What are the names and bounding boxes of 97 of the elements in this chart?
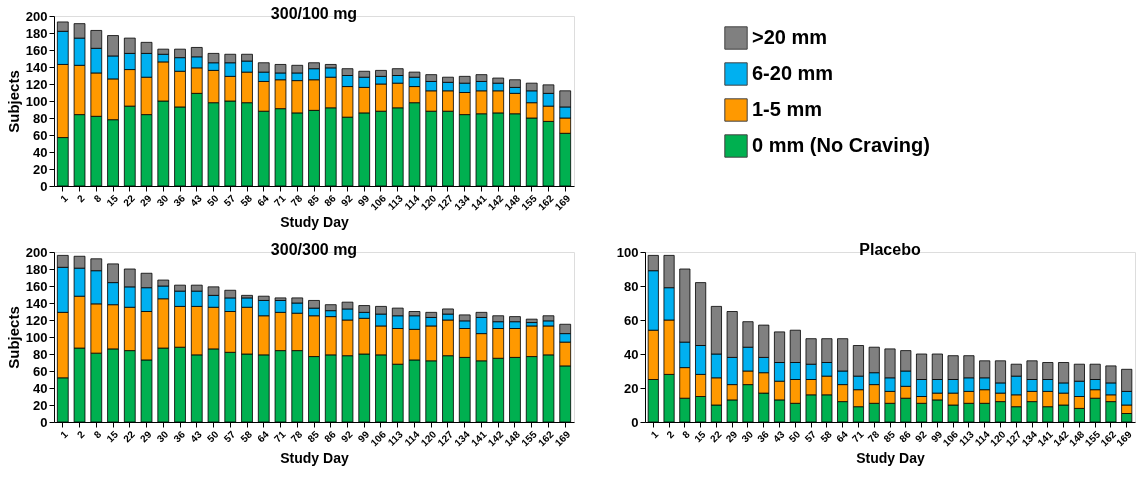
x-axis-title: Study Day bbox=[280, 450, 349, 467]
x-tick-label: 29 bbox=[137, 192, 154, 209]
x-tick-label: 71 bbox=[271, 428, 288, 445]
x-tick-label: 57 bbox=[221, 428, 238, 445]
x-tick-label: 2 bbox=[74, 192, 87, 205]
x-tick-label: 64 bbox=[255, 428, 272, 445]
x-tick-label: 22 bbox=[121, 192, 138, 209]
x-tick-label: 1 bbox=[58, 428, 71, 441]
y-tick-label: 20 bbox=[624, 380, 639, 396]
x-tick-label: 8 bbox=[91, 428, 104, 441]
y-tick-label: 60 bbox=[624, 312, 639, 328]
x-tick-label: 2 bbox=[664, 428, 677, 441]
y-axis-title: Subjects bbox=[4, 306, 22, 369]
x-tick-label: 50 bbox=[204, 192, 221, 209]
x-tick-label: 15 bbox=[104, 192, 121, 209]
y-tick-label: 0 bbox=[631, 414, 639, 430]
x-tick-label: 85 bbox=[305, 428, 322, 445]
y-tick-label: 180 bbox=[25, 25, 48, 41]
x-tick-label: 36 bbox=[755, 428, 772, 445]
y-tick-label: 40 bbox=[33, 380, 48, 396]
x-tick-label: 78 bbox=[288, 428, 305, 445]
y-tick-label: 200 bbox=[25, 244, 48, 260]
y-tick-label: 60 bbox=[33, 127, 48, 143]
legend-label: 6-20 mm bbox=[752, 62, 834, 84]
x-tick-label: 1 bbox=[648, 428, 661, 441]
x-tick-label: 43 bbox=[188, 428, 205, 445]
x-tick-label: 30 bbox=[154, 428, 171, 445]
x-tick-label: 92 bbox=[338, 192, 355, 209]
y-tick-label: 60 bbox=[33, 363, 48, 379]
legend-label: 0 mm (No Craving) bbox=[752, 134, 930, 156]
x-tick-label: 43 bbox=[770, 428, 787, 445]
x-tick-label: 78 bbox=[288, 192, 305, 209]
x-tick-label: 58 bbox=[818, 428, 835, 445]
y-tick-label: 0 bbox=[40, 414, 48, 430]
y-tick-label: 140 bbox=[25, 295, 48, 311]
x-tick-label: 57 bbox=[802, 428, 819, 445]
x-tick-label: 8 bbox=[680, 428, 693, 441]
x-tick-label: 85 bbox=[305, 192, 322, 209]
y-tick-label: 140 bbox=[25, 59, 48, 75]
y-tick-label: 20 bbox=[33, 161, 48, 177]
x-tick-label: 29 bbox=[137, 428, 154, 445]
y-tick-label: 100 bbox=[616, 244, 639, 260]
y-tick-label: 0 bbox=[40, 178, 48, 194]
x-tick-label: 50 bbox=[204, 428, 221, 445]
y-tick-label: 20 bbox=[33, 397, 48, 413]
legend-label: 1-5 mm bbox=[752, 98, 823, 120]
x-tick-label: 86 bbox=[322, 192, 339, 209]
x-tick-label: 30 bbox=[154, 192, 171, 209]
x-tick-label: 36 bbox=[171, 428, 188, 445]
chart-title: 300/100 mg bbox=[270, 5, 358, 22]
x-tick-label: 155 bbox=[519, 428, 540, 449]
y-tick-label: 80 bbox=[624, 278, 639, 294]
y-tick-label: 40 bbox=[33, 144, 48, 160]
x-tick-label: 22 bbox=[707, 428, 724, 445]
y-tick-label: 160 bbox=[25, 278, 48, 294]
x-tick-label: 58 bbox=[238, 428, 255, 445]
x-tick-label: 36 bbox=[171, 192, 188, 209]
x-tick-label: 92 bbox=[912, 428, 929, 445]
y-tick-label: 100 bbox=[25, 93, 48, 109]
x-tick-label: 155 bbox=[519, 192, 540, 213]
x-axis-title: Study Day bbox=[856, 450, 925, 467]
x-tick-label: 86 bbox=[322, 428, 339, 445]
x-tick-label: 15 bbox=[104, 428, 121, 445]
y-tick-label: 80 bbox=[33, 110, 48, 126]
bar bbox=[525, 318, 538, 323]
chart-title: Placebo bbox=[859, 241, 921, 258]
x-tick-label: 58 bbox=[238, 192, 255, 209]
x-tick-label: 1 bbox=[58, 192, 71, 205]
legend-label: >20 mm bbox=[752, 26, 828, 48]
x-tick-label: 86 bbox=[897, 428, 914, 445]
x-tick-label: 64 bbox=[834, 428, 851, 445]
x-tick-label: 22 bbox=[121, 428, 138, 445]
y-tick-label: 160 bbox=[25, 42, 48, 58]
y-tick-label: 80 bbox=[33, 346, 48, 362]
x-tick-label: 64 bbox=[255, 192, 272, 209]
x-tick-label: 29 bbox=[723, 428, 740, 445]
x-tick-label: 71 bbox=[849, 428, 866, 445]
x-tick-label: 2 bbox=[74, 428, 87, 441]
x-tick-label: 50 bbox=[786, 428, 803, 445]
x-tick-label: 30 bbox=[739, 428, 756, 445]
x-tick-label: 92 bbox=[338, 428, 355, 445]
x-tick-label: 71 bbox=[271, 192, 288, 209]
y-tick-label: 40 bbox=[624, 346, 639, 362]
y-axis-title: Subjects bbox=[4, 70, 22, 133]
y-tick-label: 100 bbox=[25, 329, 48, 345]
x-tick-label: 15 bbox=[692, 428, 709, 445]
x-tick-label: 8 bbox=[91, 192, 104, 205]
y-tick-label: 120 bbox=[25, 76, 48, 92]
x-tick-label: 78 bbox=[865, 428, 882, 445]
x-tick-label: 43 bbox=[188, 192, 205, 209]
y-tick-label: 120 bbox=[25, 312, 48, 328]
chart-title: 300/300 mg bbox=[270, 241, 358, 258]
y-tick-label: 200 bbox=[25, 8, 48, 24]
y-tick-label: 180 bbox=[25, 261, 48, 277]
x-tick-label: 85 bbox=[881, 428, 898, 445]
x-axis-title: Study Day bbox=[280, 214, 349, 231]
x-tick-label: 57 bbox=[221, 192, 238, 209]
